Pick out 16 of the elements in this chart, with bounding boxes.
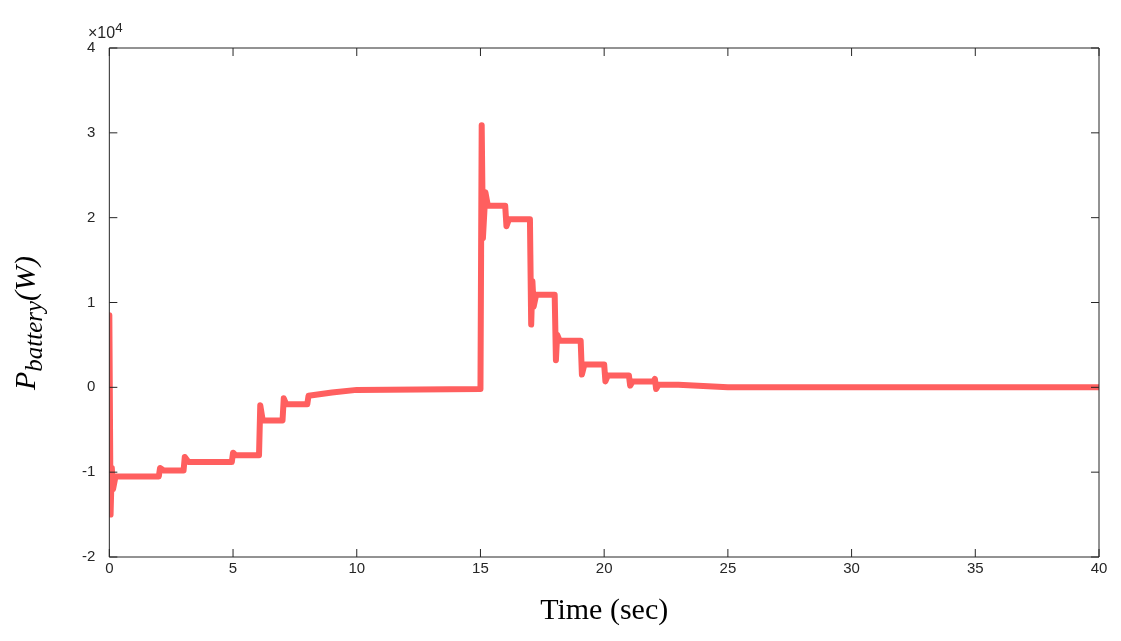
x-tick-label: 40 [1090,559,1108,577]
x-tick-label: 20 [595,559,613,577]
x-axis-title: Time (sec) [540,591,669,626]
x-tick-label: 35 [966,559,984,577]
y-tick-label: 2 [86,207,96,225]
x-tick-label: 15 [472,559,489,577]
y-tick-label: 3 [86,122,96,140]
x-tick-label: 0 [105,559,114,577]
y-tick-label: 0 [86,377,96,395]
x-tick-label: 5 [228,559,238,577]
y-tick-label: -2 [81,547,96,565]
x-tick-label: 10 [348,559,366,577]
x-tick-label: 25 [719,559,737,577]
y-tick-label: -1 [81,462,96,480]
y-tick-label: 1 [86,292,96,310]
x-tick-label: 30 [843,559,860,577]
